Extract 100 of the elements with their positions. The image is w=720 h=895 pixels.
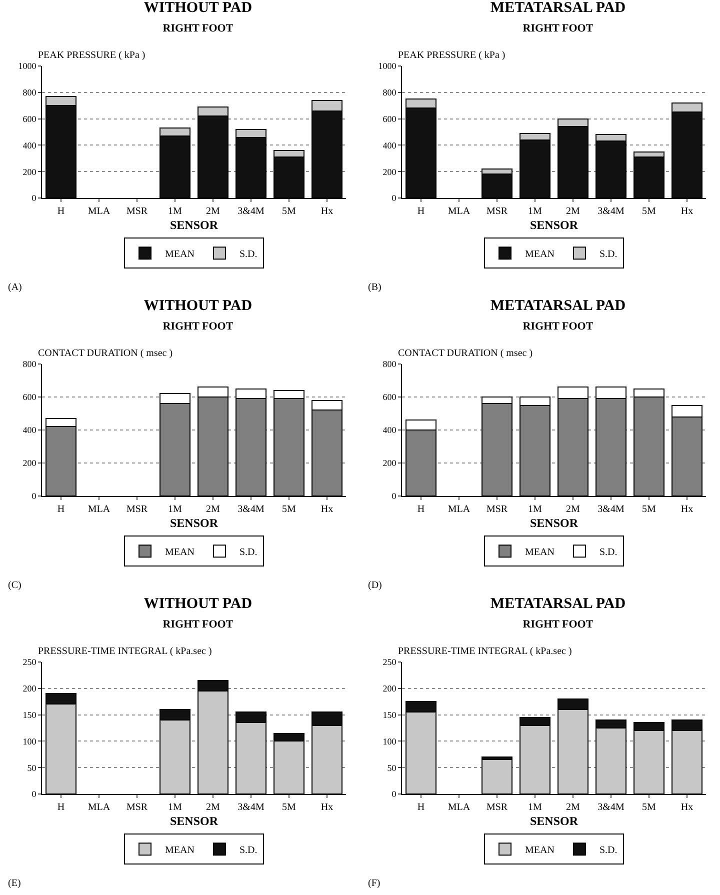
chart-subtitle: RIGHT FOOT [522,22,594,34]
chart-title: WITHOUT PAD [144,298,252,314]
legend-label: S.D. [599,547,618,558]
y-tick-label: 200 [22,684,37,694]
y-tick-label: 250 [22,657,37,668]
x-tick-label: MLA [88,206,111,217]
y-tick-label: 150 [382,710,397,720]
chart-subtitle: RIGHT FOOT [522,320,594,332]
x-tick-label: 3&4M [238,206,264,217]
y-axis-title: CONTACT DURATION ( msec ) [38,348,173,359]
x-tick-label: 5M [282,206,296,217]
y-tick-label: 400 [22,425,37,436]
x-tick-label: MSR [486,504,508,515]
x-tick-label: MLA [448,206,471,217]
x-axis-title: SENSOR [530,516,578,530]
y-tick-label: 200 [382,458,397,468]
y-tick-label: 100 [22,736,37,746]
y-tick-label: 200 [382,684,397,694]
y-tick-label: 200 [22,458,37,468]
y-tick-label: 800 [22,88,37,98]
y-tick-label: 50 [27,762,37,773]
legend-label: MEAN [165,845,194,856]
y-axis-title: PEAK PRESSURE ( kPa ) [398,50,506,61]
chart-subtitle: RIGHT FOOT [162,320,234,332]
x-tick-label: MLA [448,504,471,515]
x-tick-label: 1M [528,206,542,217]
text: (E) [8,878,21,889]
text: (C) [8,580,22,591]
chart-subtitle: RIGHT FOOT [162,618,234,630]
legend-label: S.D. [239,845,258,856]
x-tick-label: H [417,802,425,813]
chart-title: METATARSAL PAD [490,298,626,314]
x-tick-label: H [417,504,425,515]
y-axis-title: PRESSURE-TIME INTEGRAL ( kPa.sec ) [38,646,212,657]
x-tick-label: H [57,802,65,813]
y-tick-label: 400 [22,140,37,150]
x-tick-label: Hx [680,802,694,813]
x-tick-label: Hx [320,504,334,515]
y-tick-label: 800 [382,88,397,98]
x-tick-label: 2M [206,206,220,217]
x-tick-label: Hx [320,206,334,217]
x-tick-label: 5M [642,504,656,515]
x-tick-label: MSR [126,206,148,217]
y-tick-label: 600 [382,114,397,124]
chart-subtitle: RIGHT FOOT [162,22,234,34]
y-tick-label: 0 [392,789,397,800]
x-tick-label: MLA [448,802,471,813]
text: (D) [368,580,382,591]
y-tick-label: 400 [382,140,397,150]
x-tick-label: Hx [680,504,694,515]
x-tick-label: 3&4M [598,802,624,813]
x-tick-label: 5M [282,504,296,515]
y-axis-title: PEAK PRESSURE ( kPa ) [38,50,146,61]
legend-label: MEAN [165,249,194,260]
text: (B) [368,282,382,293]
legend-label: S.D. [239,249,258,260]
x-tick-label: 3&4M [598,206,624,217]
x-tick-label: MSR [486,802,508,813]
x-tick-label: 2M [566,206,580,217]
y-tick-label: 150 [22,710,37,720]
y-tick-label: 600 [22,114,37,124]
legend-label: MEAN [165,547,194,558]
legend-label: MEAN [525,249,554,260]
y-tick-label: 0 [392,193,397,204]
x-tick-label: MLA [88,504,111,515]
y-tick-label: 600 [22,392,37,402]
x-tick-label: 2M [206,802,220,813]
chart-subtitle: RIGHT FOOT [522,618,594,630]
chart-title: METATARSAL PAD [490,0,626,16]
x-tick-label: Hx [320,802,334,813]
y-tick-label: 600 [382,392,397,402]
x-tick-label: MLA [88,802,111,813]
y-tick-label: 200 [22,166,37,177]
x-tick-label: 2M [566,802,580,813]
x-tick-label: H [57,206,65,217]
x-tick-label: 5M [642,802,656,813]
x-tick-label: H [417,206,425,217]
x-tick-label: 1M [528,504,542,515]
x-tick-label: 5M [282,802,296,813]
x-tick-label: 2M [206,504,220,515]
x-tick-label: H [57,504,65,515]
text: (F) [368,878,380,889]
y-tick-label: 1000 [18,61,37,72]
y-axis-title: CONTACT DURATION ( msec ) [398,348,533,359]
x-axis-title: SENSOR [170,218,218,232]
y-tick-label: 200 [382,166,397,177]
y-tick-label: 250 [382,657,397,668]
legend-label: MEAN [525,547,554,558]
y-tick-label: 800 [22,359,37,370]
chart-title: WITHOUT PAD [144,0,252,16]
legend-label: MEAN [525,845,554,856]
chart-title: WITHOUT PAD [144,596,252,612]
x-tick-label: 1M [168,504,182,515]
x-tick-label: 2M [566,504,580,515]
x-axis-title: SENSOR [530,218,578,232]
x-tick-label: Hx [680,206,694,217]
y-tick-label: 800 [382,359,397,370]
x-tick-label: 3&4M [598,504,624,515]
x-tick-label: MSR [126,802,148,813]
y-tick-label: 100 [382,736,397,746]
